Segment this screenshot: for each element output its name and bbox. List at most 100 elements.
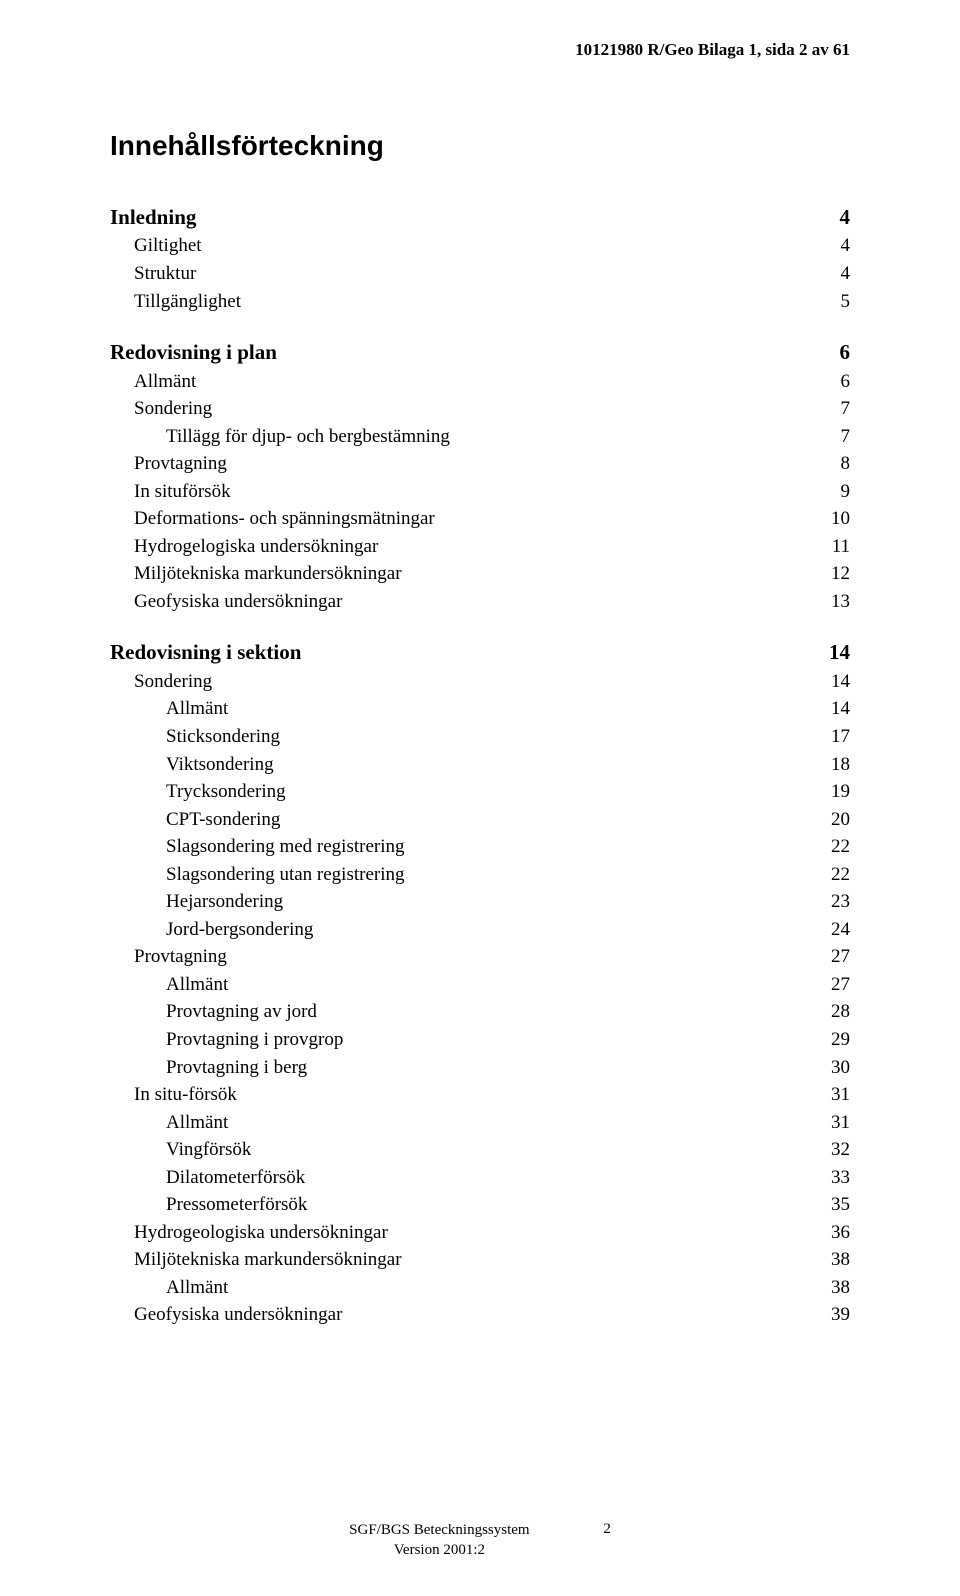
toc-row: Sondering 14 (110, 668, 850, 696)
toc-row: Pressometerförsök 35 (110, 1191, 850, 1219)
toc-row: Sondering 7 (110, 395, 850, 423)
toc-row: Redovisning i plan 6 (110, 337, 850, 367)
toc-row: Jord-bergsondering 24 (110, 916, 850, 944)
toc-page-number: 14 (810, 695, 850, 723)
toc-row: Redovisning i sektion14 (110, 637, 850, 667)
toc-row: Tillgänglighet 5 (110, 288, 850, 316)
toc-row: Allmänt38 (110, 1274, 850, 1302)
toc-label: Hejarsondering (166, 888, 283, 916)
toc-label: Pressometerförsök (166, 1191, 307, 1219)
toc-row: Allmänt 6 (110, 368, 850, 396)
toc-row: Provtagning i berg30 (110, 1054, 850, 1082)
toc-row: Geofysiska undersökningar 13 (110, 588, 850, 616)
toc-row: Allmänt 27 (110, 971, 850, 999)
toc-label: Dilatometerförsök (166, 1164, 305, 1192)
toc-page-number: 27 (810, 971, 850, 999)
toc-row: In situförsök 9 (110, 478, 850, 506)
toc-row: Tillägg för djup- och bergbestämning 7 (110, 423, 850, 451)
toc-label: Provtagning av jord (166, 998, 317, 1026)
toc-page-number: 14 (810, 668, 850, 696)
toc-label: Slagsondering med registrering (166, 833, 405, 861)
page-footer: SGF/BGS Beteckningssystem Version 2001:2… (0, 1521, 960, 1560)
toc-row: Deformations- och spänningsmätningar10 (110, 505, 850, 533)
toc-page-number: 8 (810, 450, 850, 478)
toc-label: Struktur (134, 260, 196, 288)
toc-page-number: 11 (810, 533, 850, 561)
toc-page-number: 29 (810, 1026, 850, 1054)
toc-label: Sondering (134, 395, 212, 423)
toc-row: CPT-sondering20 (110, 806, 850, 834)
toc-row: Geofysiska undersökningar 39 (110, 1301, 850, 1329)
toc-label: Inledning (110, 202, 196, 232)
toc-page-number: 32 (810, 1136, 850, 1164)
toc-label: Allmänt (166, 1109, 228, 1137)
toc-page-number: 9 (810, 478, 850, 506)
toc-label: Hydrogeologiska undersökningar (134, 1219, 388, 1247)
toc-page-number: 12 (810, 560, 850, 588)
toc-label: Allmänt (166, 1274, 228, 1302)
toc-page-number: 31 (810, 1081, 850, 1109)
toc-label: Slagsondering utan registrering (166, 861, 405, 889)
toc-row: Provtagning av jord 28 (110, 998, 850, 1026)
toc-label: Tillägg för djup- och bergbestämning (166, 423, 450, 451)
toc-label: Provtagning i provgrop (166, 1026, 343, 1054)
toc-row: Hejarsondering 23 (110, 888, 850, 916)
page-header: 10121980 R/Geo Bilaga 1, sida 2 av 61 (110, 40, 850, 60)
toc-row: Provtagning i provgrop 29 (110, 1026, 850, 1054)
toc-row: Viktsondering18 (110, 751, 850, 779)
toc-page-number: 6 (810, 368, 850, 396)
toc-page-number: 27 (810, 943, 850, 971)
toc-label: In situförsök (134, 478, 231, 506)
toc-page-number: 24 (810, 916, 850, 944)
toc-row: Hydrogelogiska undersökningar 11 (110, 533, 850, 561)
toc-label: Allmänt (134, 368, 196, 396)
toc-page-number: 33 (810, 1164, 850, 1192)
toc-label: Giltighet (134, 232, 202, 260)
page: 10121980 R/Geo Bilaga 1, sida 2 av 61 In… (0, 0, 960, 1596)
toc-page-number: 30 (810, 1054, 850, 1082)
toc-label: Sticksondering (166, 723, 280, 751)
toc-label: Sondering (134, 668, 212, 696)
toc-page-number: 6 (810, 337, 850, 367)
toc-label: Allmänt (166, 695, 228, 723)
toc-page-number: 38 (810, 1246, 850, 1274)
toc-label: Geofysiska undersökningar (134, 1301, 342, 1329)
toc-page-number: 20 (810, 806, 850, 834)
toc-label: Redovisning i plan (110, 337, 277, 367)
toc-page-number: 7 (810, 395, 850, 423)
toc-label: Viktsondering (166, 751, 274, 779)
toc-row: Vingförsök32 (110, 1136, 850, 1164)
toc-page-number: 22 (810, 861, 850, 889)
toc-page-number: 5 (810, 288, 850, 316)
toc-row: Provtagning 8 (110, 450, 850, 478)
toc-row: Inledning 4 (110, 202, 850, 232)
toc-label: Deformations- och spänningsmätningar (134, 505, 435, 533)
toc-row: Miljötekniska markundersökningar38 (110, 1246, 850, 1274)
footer-line-2: Version 2001:2 (394, 1542, 485, 1558)
toc-page-number: 13 (810, 588, 850, 616)
toc-page-number: 4 (810, 202, 850, 232)
toc-row: Struktur 4 (110, 260, 850, 288)
toc-label: Hydrogelogiska undersökningar (134, 533, 378, 561)
toc-page-number: 23 (810, 888, 850, 916)
footer-block: SGF/BGS Beteckningssystem Version 2001:2 (349, 1521, 529, 1560)
toc-label: Provtagning (134, 450, 227, 478)
toc-page-number: 22 (810, 833, 850, 861)
toc-row: Allmänt 14 (110, 695, 850, 723)
toc-page-number: 4 (810, 232, 850, 260)
toc-label: Allmänt (166, 971, 228, 999)
toc-label: Trycksondering (166, 778, 286, 806)
toc-label: Jord-bergsondering (166, 916, 313, 944)
table-of-contents: Inledning4Giltighet4Struktur4Tillgänglig… (110, 202, 850, 1329)
toc-page-number: 28 (810, 998, 850, 1026)
footer-page-number: 2 (603, 1521, 611, 1538)
toc-page-number: 35 (810, 1191, 850, 1219)
toc-page-number: 7 (810, 423, 850, 451)
toc-label: Geofysiska undersökningar (134, 588, 342, 616)
toc-row: Allmänt31 (110, 1109, 850, 1137)
toc-page-number: 4 (810, 260, 850, 288)
toc-page-number: 39 (810, 1301, 850, 1329)
toc-row: Miljötekniska markundersökningar12 (110, 560, 850, 588)
toc-row: Dilatometerförsök 33 (110, 1164, 850, 1192)
toc-label: Tillgänglighet (134, 288, 241, 316)
